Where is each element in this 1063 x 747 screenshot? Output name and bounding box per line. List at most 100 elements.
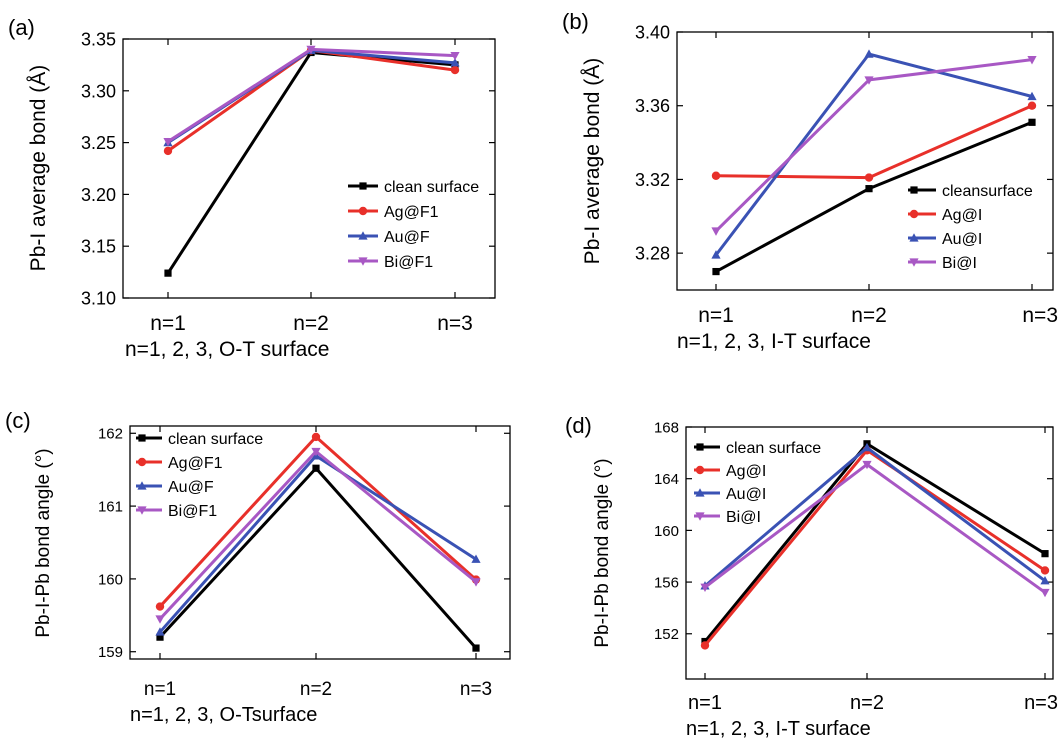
legend-label: cleansurface: [942, 183, 1033, 200]
legend-label: Bi@I: [942, 255, 977, 272]
legend-item: Au@F: [136, 479, 214, 496]
legend-item: Au@I: [908, 231, 982, 248]
data-point: [471, 554, 481, 563]
legend: clean surface Ag@I Au@I Bi@I: [694, 440, 821, 526]
x-axis-label: n=1, 2, 3, O-Tsurface: [130, 704, 317, 726]
axes-frame: [122, 38, 496, 299]
legend-marker: [358, 257, 368, 266]
legend-marker: [696, 443, 704, 451]
legend-label: Ag@I: [942, 207, 982, 224]
x-tick-label: n=1: [688, 692, 722, 714]
legend-item: clean surface: [348, 179, 479, 196]
legend-label: Au@F: [384, 229, 430, 246]
legend-item: clean surface: [694, 440, 821, 457]
data-point: [311, 432, 321, 442]
panel-label: (c): [5, 408, 31, 433]
y-axis-label: Pb-I average bond (Å): [581, 58, 604, 265]
data-point: [471, 578, 481, 587]
legend-marker: [909, 233, 919, 242]
legend-item: Au@I: [694, 486, 766, 503]
legend-label: Ag@I: [726, 463, 766, 480]
axes-frame: [129, 425, 511, 660]
legend-label: Bi@I: [726, 509, 761, 526]
legend-marker: [695, 512, 705, 521]
series-bi-f1: [163, 45, 460, 147]
legend-marker: [137, 506, 147, 515]
data-point: [1040, 588, 1050, 598]
legend-item: Ag@I: [908, 207, 982, 224]
data-point: [163, 146, 173, 156]
panel-d: (d) 152 156 160 164 168 n=1 n=2 n=3 n=1, 2, 3, I-…: [565, 413, 1058, 740]
x-tick-label: n=1: [144, 679, 176, 700]
legend-item: Au@F: [348, 229, 430, 246]
legend-label: Ag@F1: [384, 204, 439, 221]
x-tick-label: n=3: [460, 679, 492, 700]
y-tick-label: 3.10: [81, 288, 116, 308]
legend: clean surface Ag@F1 Au@F Bi@F1: [136, 431, 263, 520]
panel-label: (b): [562, 9, 589, 34]
y-tick-label: 3.25: [81, 133, 116, 153]
legend-label: clean surface: [726, 440, 821, 457]
legend-marker: [909, 209, 919, 219]
x-axis-label: n=1, 2, 3, O-T surface: [125, 338, 329, 361]
data-point: [450, 58, 460, 67]
legend-marker: [695, 488, 705, 497]
y-tick-label: 164: [654, 471, 679, 488]
data-point: [712, 267, 720, 276]
data-point: [156, 633, 164, 641]
data-point: [163, 137, 173, 147]
y-tick-label: 159: [98, 644, 123, 661]
data-point: [700, 641, 710, 650]
x-tick-label: n=1: [698, 304, 734, 327]
panel-a: (a) 3.10 3.15 3.20 3.25 3.30 3.35 n=1 n=2 n=3 n=1,…: [8, 15, 496, 361]
legend-label: Bi@F1: [384, 254, 433, 271]
legend-item: Bi@F1: [136, 503, 217, 520]
legend-marker: [358, 231, 368, 240]
series-cleansurface: [712, 118, 1036, 276]
y-axis-label: Pb-I-Pb bond angle (°): [592, 458, 613, 647]
legend-item: Bi@F1: [348, 254, 433, 271]
data-point: [700, 583, 710, 593]
data-point: [306, 45, 316, 55]
x-tick-label: n=2: [851, 304, 887, 327]
x-tick-label: n=3: [1024, 692, 1058, 714]
data-point: [865, 185, 873, 193]
series-line: [704, 462, 1046, 594]
data-point: [711, 171, 721, 180]
data-point: [1041, 550, 1049, 558]
data-point: [164, 269, 172, 277]
y-axis-label: Pb-I average bond (Å): [27, 65, 50, 272]
legend-label: Au@F: [168, 479, 214, 496]
data-point: [862, 442, 872, 452]
series-au-i: [711, 49, 1037, 259]
y-tick-label: 3.36: [635, 96, 670, 116]
panel-b: (b) 3.28 3.32 3.36 3.40 n=1 n=2 n=3 n=1, 2, 3, I…: [562, 9, 1058, 353]
data-point: [472, 644, 480, 652]
data-point: [864, 173, 874, 182]
data-point: [1027, 56, 1037, 65]
y-tick-label: 162: [98, 426, 123, 443]
legend-label: Au@I: [726, 486, 766, 503]
legend-marker: [138, 434, 146, 442]
legend-label: Au@I: [942, 231, 982, 248]
y-tick-label: 3.28: [635, 244, 670, 264]
x-tick-label: n=2: [300, 679, 332, 700]
y-tick-label: 3.30: [81, 81, 116, 101]
legend-marker: [910, 186, 918, 194]
y-axis-label: Pb-I-Pb bond angle (°): [33, 448, 54, 637]
data-point: [450, 65, 460, 75]
y-tick-label: 3.35: [81, 29, 116, 49]
panel-label: (d): [565, 413, 592, 438]
data-point: [155, 627, 165, 636]
legend-item: Bi@I: [694, 509, 761, 526]
legend-label: Bi@F1: [168, 503, 217, 520]
y-tick-label: 3.20: [81, 185, 116, 205]
legend-marker: [358, 206, 368, 216]
y-tick-label: 156: [654, 574, 679, 591]
series-bi-i: [700, 460, 1050, 598]
data-point: [311, 447, 321, 457]
y-tick-label: 3.40: [635, 22, 670, 42]
legend-marker: [695, 465, 705, 475]
